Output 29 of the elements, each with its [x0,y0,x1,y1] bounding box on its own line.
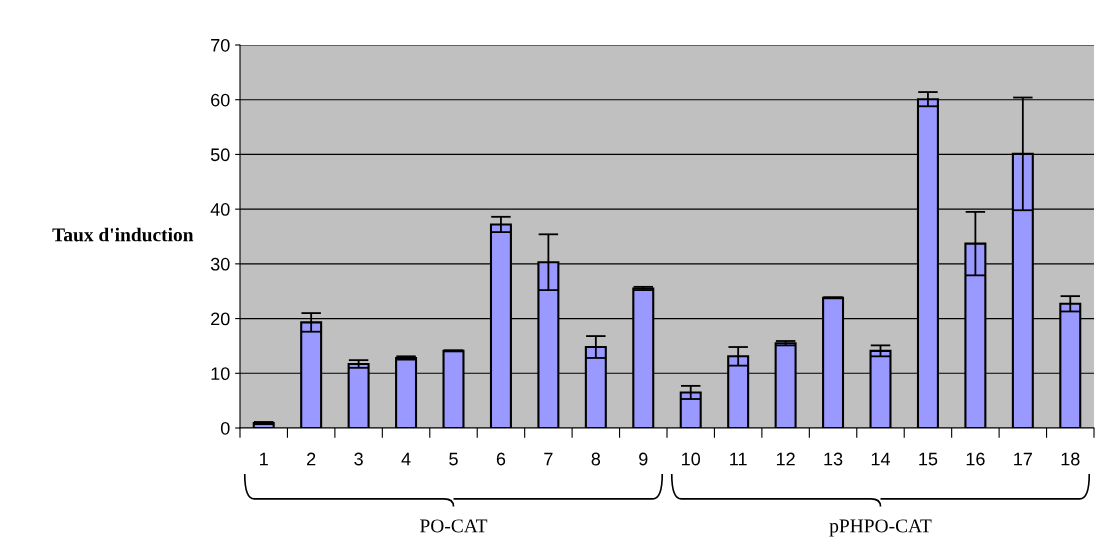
y-tick-label: 0 [220,421,230,435]
x-tick-label: 13 [824,452,843,466]
x-tick-label: 1 [260,452,268,466]
x-tick-label: 9 [639,452,648,466]
y-axis-title: Taux d'induction [52,227,194,242]
x-tick-label: 3 [354,452,363,466]
x-tick-label: 12 [776,452,795,466]
x-tick-label: 15 [919,452,938,466]
x-tick-label: 5 [449,452,458,466]
y-tick-label: 50 [210,148,230,162]
y-tick-label: 40 [210,203,230,216]
x-tick-label: 4 [401,452,411,466]
x-tick-label: 11 [730,452,747,466]
x-tick-label: 2 [307,452,316,466]
x-tick-label: 7 [544,452,553,466]
y-tick-label: 20 [211,312,230,326]
y-tick-label: 60 [211,93,230,107]
x-tick-label: 16 [966,452,985,466]
text: pPHPO-CAT [829,519,932,537]
y-tick-label: 30 [210,257,230,271]
x-tick-label: 10 [682,452,701,466]
x-tick-label: 14 [871,452,891,466]
x-tick-label: 17 [1014,452,1032,466]
text: PO-CAT [420,519,488,533]
x-tick-label: 8 [591,452,601,466]
x-tick-label: 6 [496,452,506,466]
y-tick-label: 10 [211,367,230,381]
x-tick-label: 18 [1061,452,1080,466]
y-tick-label: 70 [211,38,230,52]
